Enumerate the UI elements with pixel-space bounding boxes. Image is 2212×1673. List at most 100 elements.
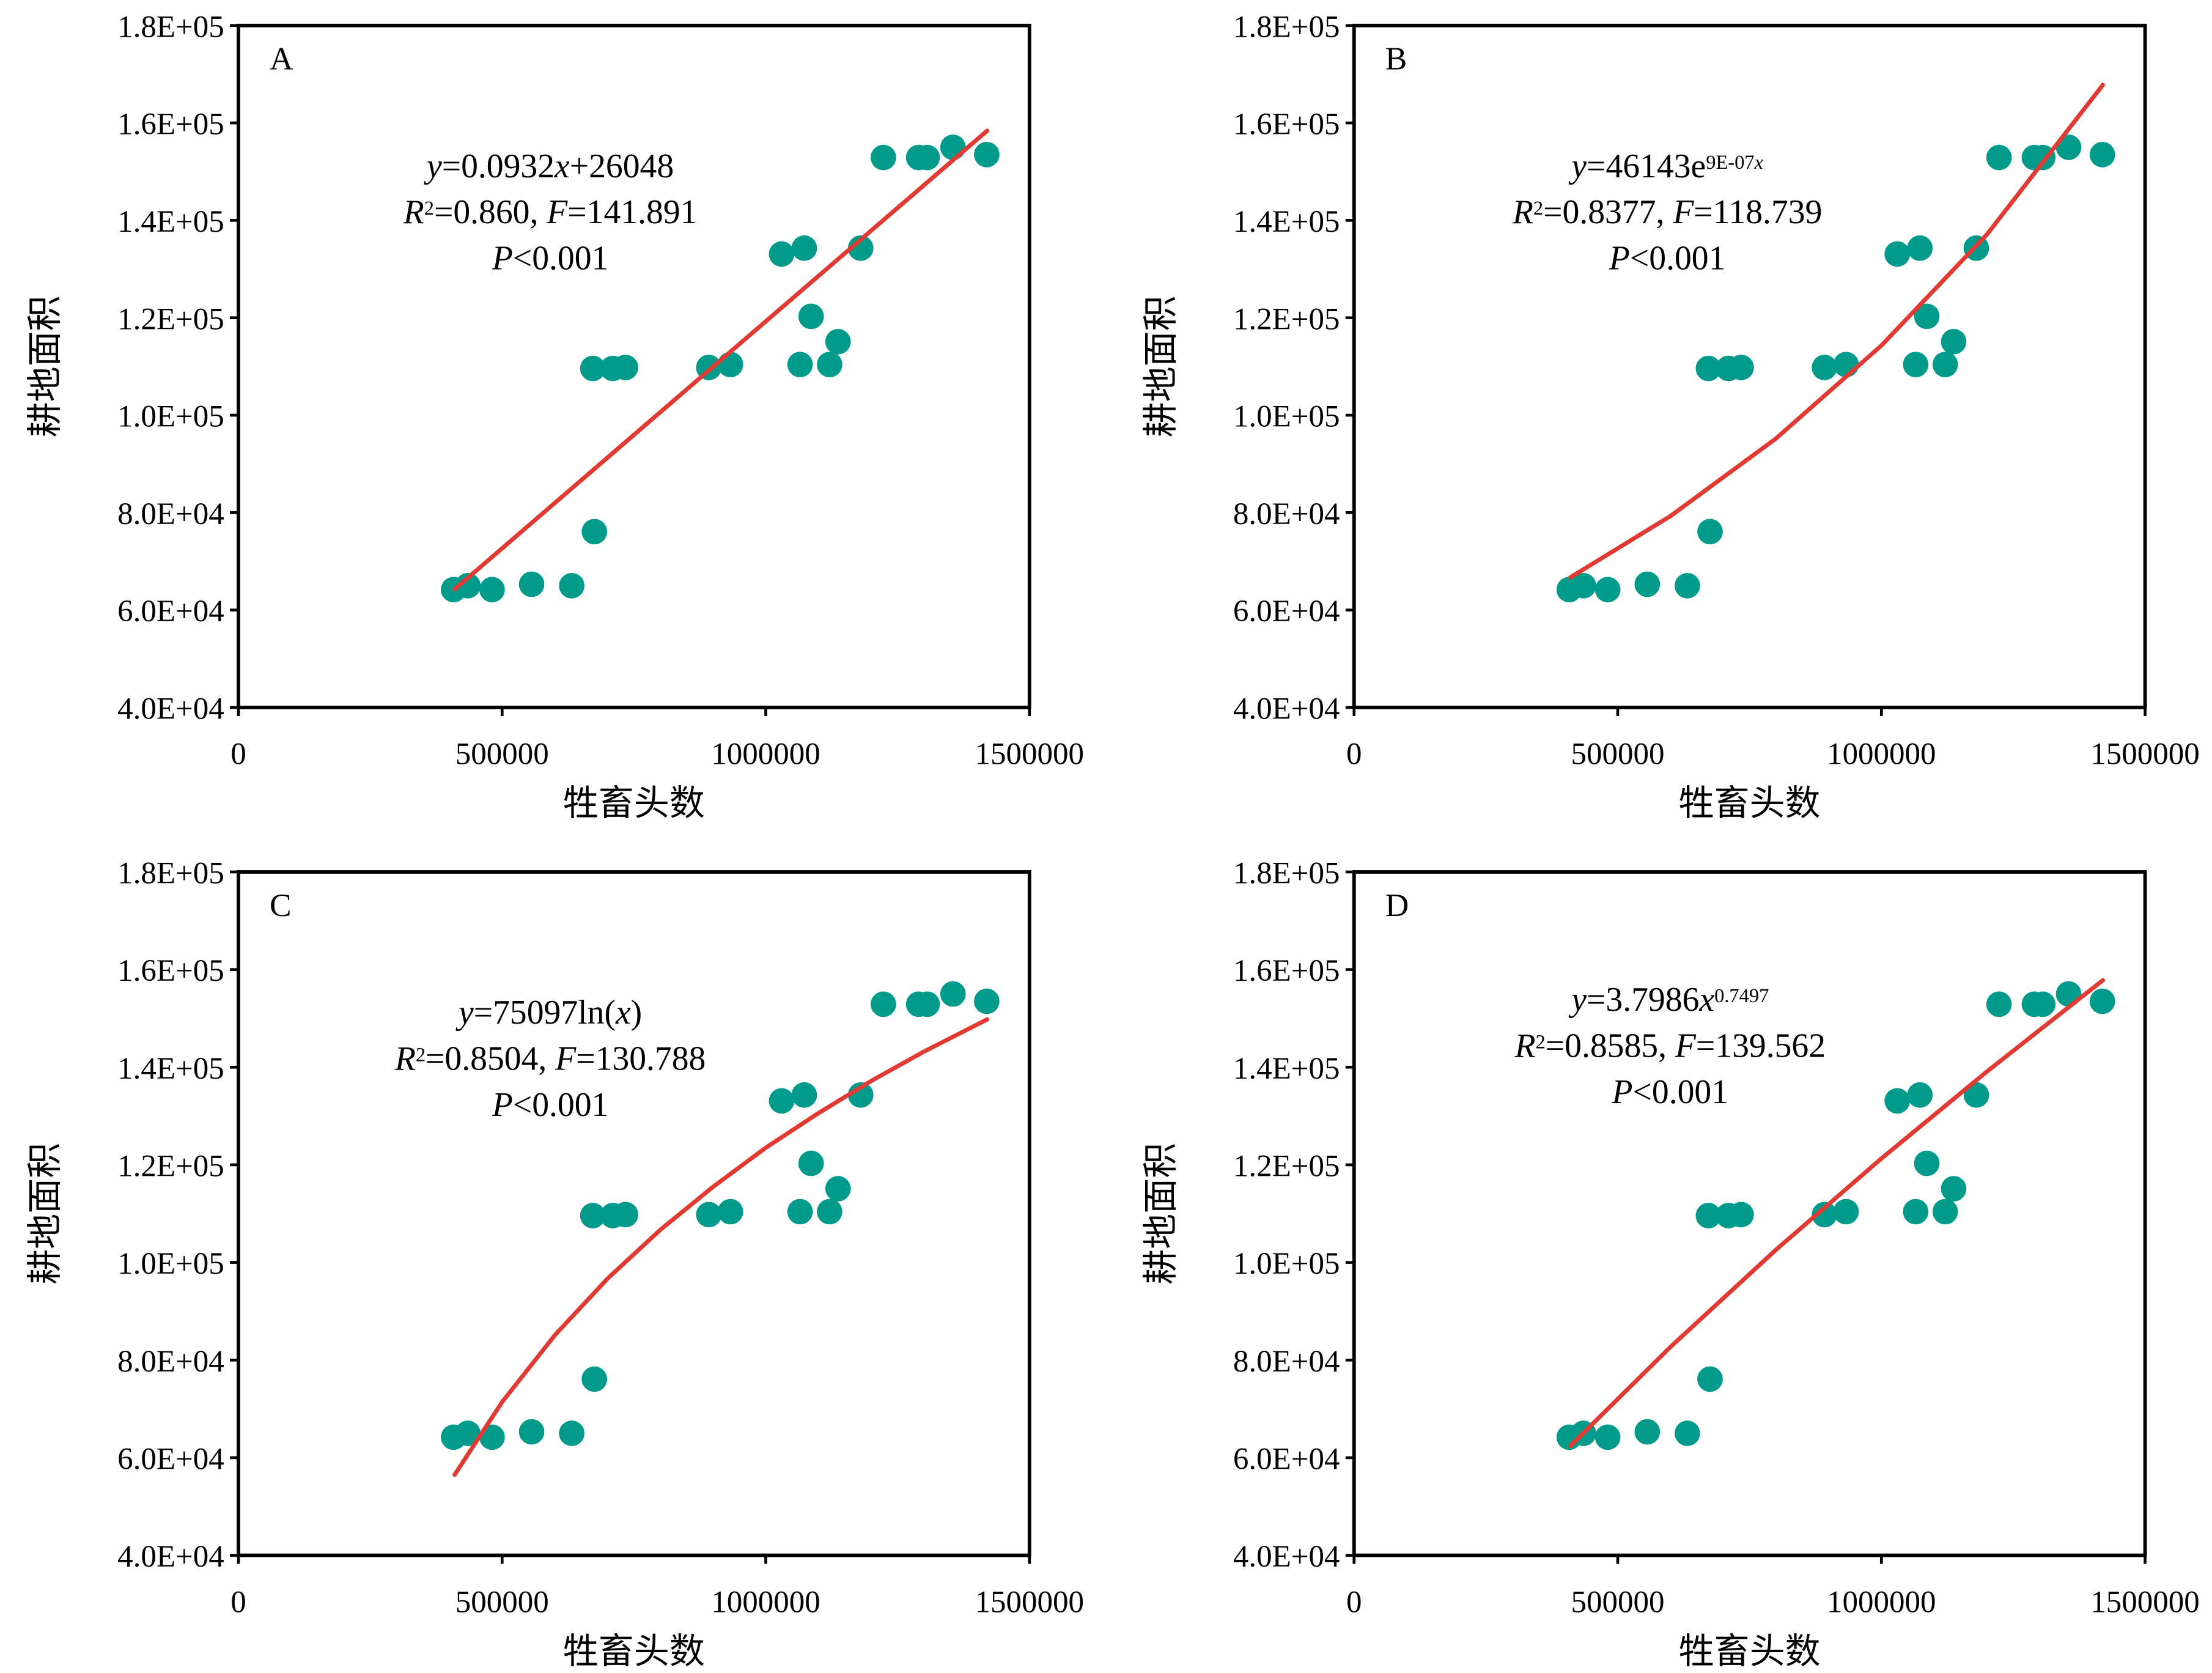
data-point [2055,981,2082,1007]
equation-segment: x [554,147,570,185]
y-tick-label: 1.6E+05 [1233,108,1340,142]
equation-line: P<0.001 [492,240,609,278]
equation-segment: =139.562 [1696,1027,1826,1065]
equation-line: y=46143e9E-07x [1568,147,1763,185]
data-point [1833,352,1859,378]
y-tick-label: 1.8E+05 [1233,857,1340,891]
data-point [2030,991,2056,1017]
data-point [1812,1202,1838,1228]
x-tick-label: 0 [230,737,246,772]
equation-segment: P [1609,240,1630,278]
equation-segment: =0.8377, [1543,193,1673,231]
equation-segment: y [455,994,474,1032]
x-axis-label: 牲畜头数 [563,1630,705,1672]
equation-line: y=0.0932x+26048 [424,147,674,185]
plot-frame [237,23,1031,709]
equation-segment: R [403,193,424,231]
data-point [1675,572,1700,599]
equation-line: P<0.001 [1612,1073,1729,1111]
y-tick-label: 4.0E+04 [1233,1540,1340,1574]
equation-segment: =141.891 [567,193,697,231]
data-point [914,144,940,171]
x-tick-label: 1000000 [1827,1585,1936,1619]
equation-segment: y [1568,981,1587,1019]
panel-label: C [270,887,292,923]
data-point [1963,1082,1989,1108]
x-tick-label: 500000 [455,737,549,772]
data-point [1728,1202,1754,1228]
data-point [1571,572,1596,599]
y-tick-label: 8.0E+04 [117,497,224,531]
y-tick-label: 1.2E+05 [117,302,224,336]
equation-line: R2=0.8377, F=118.739 [1512,193,1822,231]
data-point [798,303,824,330]
data-point [1932,352,1958,378]
equation-segment: ) [631,994,643,1032]
data-point [847,1082,874,1108]
y-tick-label: 1.4E+05 [117,205,224,239]
data-point [974,988,1000,1014]
equation-segment: <0.001 [1630,240,1726,278]
y-axis-label: 耕地面积 [24,295,65,437]
equation-segment: =118.739 [1694,193,1822,231]
data-point [769,1088,795,1114]
x-tick-label: 1500000 [2090,737,2199,772]
x-tick-label: 0 [1346,1585,1362,1619]
data-point [1907,1082,1933,1108]
equation-segment: 0.7497 [1714,985,1769,1007]
panel-c: 4.0E+04 6.0E+04 8.0E+04 1.0E+05 1.2E+05 1.4E+… [24,857,1084,1672]
data-point [1986,991,2012,1017]
y-tick-label: 4.0E+04 [117,692,224,726]
x-tick-label: 1500000 [2090,1585,2199,1619]
panel-label: A [270,40,293,77]
data-point [455,1420,481,1446]
data-point [847,235,874,261]
data-point [717,352,743,378]
equation-segment: <0.001 [1633,1073,1729,1111]
equation-line: y=3.7986x0.7497 [1568,981,1769,1019]
y-tick-label: 4.0E+04 [117,1540,224,1574]
equation-line: P<0.001 [1609,240,1726,278]
equation-segment: x [1698,981,1714,1019]
y-tick-label: 1.0E+05 [117,400,224,434]
y-tick-label: 8.0E+04 [1233,1345,1340,1379]
data-point [1884,241,1911,267]
equation-line: R2=0.860, F=141.891 [403,193,698,231]
data-point [940,981,966,1007]
equation-line: R2=0.8504, F=130.788 [394,1040,706,1077]
x-axis-label: 牲畜头数 [563,782,705,824]
equation-segment: <0.001 [513,1086,609,1124]
y-tick-label: 1.2E+05 [1233,1149,1340,1183]
equation-segment: 2 [1536,1031,1546,1053]
data-point [2055,135,2082,160]
equation-segment: =130.788 [576,1040,706,1077]
data-point [825,328,851,355]
equation-segment: x [615,994,631,1032]
x-tick-label: 500000 [1571,737,1665,772]
equation-segment: =0.0932 [442,147,555,185]
data-point [559,1420,584,1446]
equation-segment: P [492,240,513,278]
data-point [1697,1366,1723,1392]
y-tick-label: 1.6E+05 [117,954,224,988]
y-tick-label: 6.0E+04 [1233,1442,1340,1476]
x-tick-label: 1500000 [975,1585,1085,1619]
equation-segment: F [1675,1027,1697,1065]
data-point [825,1176,851,1202]
data-point [1634,571,1661,597]
y-tick-label: 1.8E+05 [117,857,224,891]
y-tick-label: 8.0E+04 [1233,497,1340,531]
y-tick-label: 1.8E+05 [117,10,224,44]
y-tick-label: 6.0E+04 [117,1442,224,1476]
y-tick-label: 1.8E+05 [1233,10,1340,44]
equation-segment: P [1612,1073,1633,1111]
data-point [1695,355,1722,382]
x-tick-label: 500000 [1571,1585,1665,1619]
equation-segment: 9E-07 [1706,151,1754,173]
y-axis-label: 耕地面积 [24,1143,65,1285]
data-point [769,241,795,267]
data-point [2089,141,2115,168]
x-tick-label: 500000 [455,1585,549,1619]
equation-segment: =0.8504, [426,1040,555,1077]
data-point [1914,303,1940,330]
